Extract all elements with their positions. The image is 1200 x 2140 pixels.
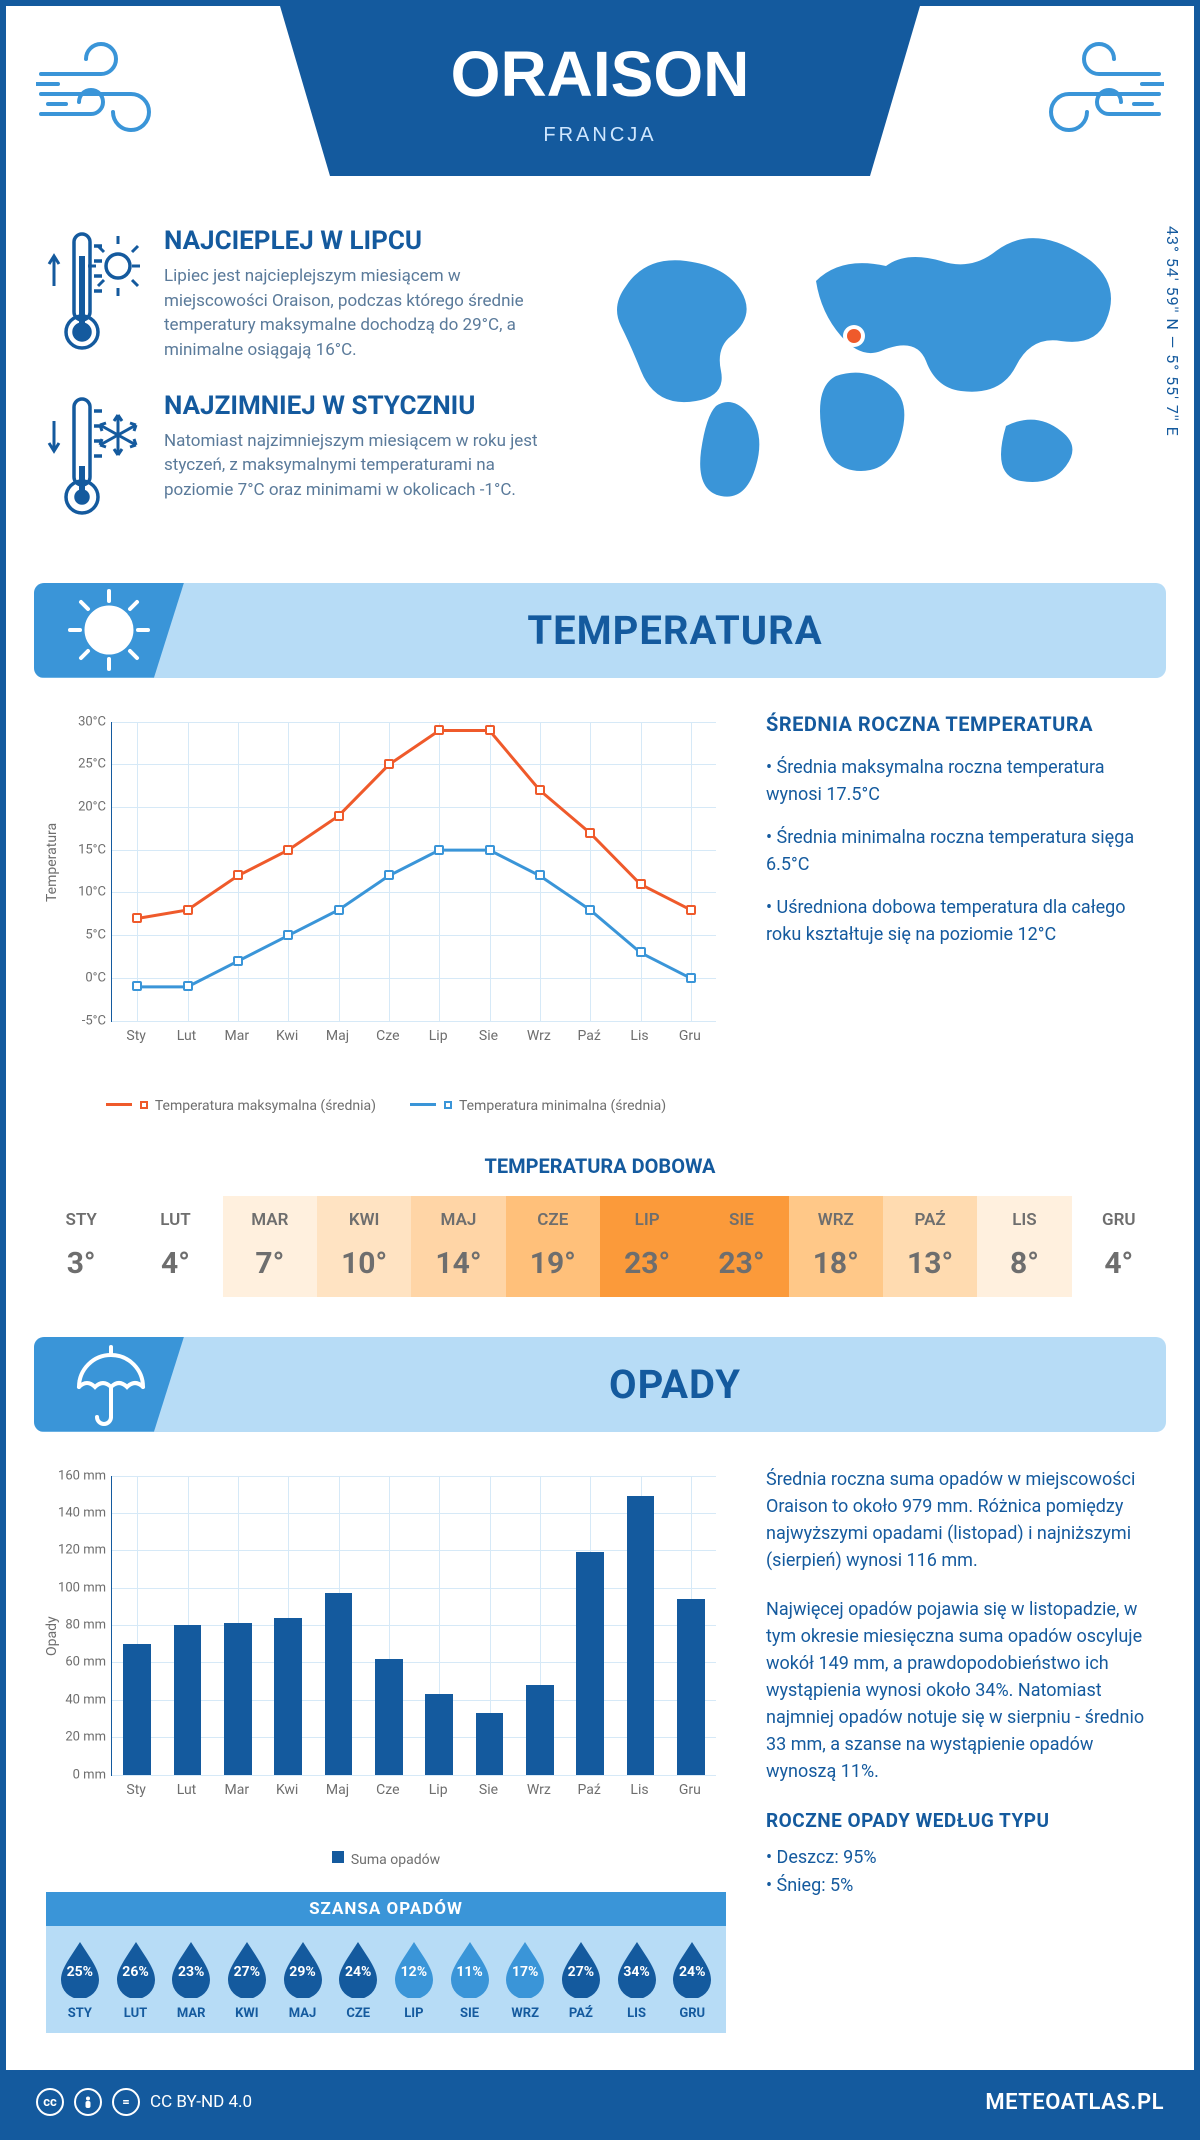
daily-cell: STY3°	[34, 1196, 128, 1297]
precipitation-text: Średnia roczna suma opadów w miejscowośc…	[766, 1466, 1154, 2033]
precip-paragraph: Najwięcej opadów pojawia się w listopadz…	[766, 1596, 1154, 1785]
thermometer-cold-icon	[46, 391, 142, 525]
chance-cell: 24%GRU	[664, 1940, 720, 2021]
summary-hot-text: Lipiec jest najcieplejszym miesiącem w m…	[164, 264, 566, 363]
daily-cell: MAR7°	[223, 1196, 317, 1297]
daily-temp-title: TEMPERATURA DOBOWA	[6, 1154, 1194, 1178]
precip-type-title: ROCZNE OPADY WEDŁUG TYPU	[766, 1809, 1154, 1832]
wind-icon	[36, 34, 186, 148]
temperature-legend: Temperatura maksymalna (średnia) Tempera…	[46, 1098, 726, 1114]
world-map: 43° 54' 59'' N — 5° 55' 7'' E	[586, 226, 1154, 553]
precip-type-bullet: • Deszcz: 95%	[766, 1844, 1154, 1873]
daily-temp-strip: STY3°LUT4°MAR7°KWI10°MAJ14°CZE19°LIP23°S…	[34, 1196, 1166, 1297]
sideinfo-bullet: • Średnia maksymalna roczna temperatura …	[766, 754, 1154, 808]
nd-icon: =	[112, 2088, 140, 2116]
daily-cell: KWI10°	[317, 1196, 411, 1297]
temperature-line-chart: Temperatura -5°C0°C5°C10°C15°C20°C25°C30…	[46, 712, 726, 1114]
sun-icon	[34, 583, 184, 678]
chance-cell: 27%PAŹ	[553, 1940, 609, 2021]
sideinfo-bullet: • Średnia minimalna roczna temperatura s…	[766, 824, 1154, 878]
bar	[627, 1496, 655, 1774]
section-temperature-title: TEMPERATURA	[184, 607, 1166, 654]
license: cc = CC BY-ND 4.0	[36, 2088, 252, 2116]
daily-cell: SIE23°	[694, 1196, 788, 1297]
precipitation-bar-chart: Opady 0 mm20 mm40 mm60 mm80 mm100 mm120 …	[46, 1466, 726, 1846]
section-temperature-banner: TEMPERATURA	[34, 583, 1166, 678]
chance-cell: 24%CZE	[330, 1940, 386, 2021]
bar	[476, 1713, 504, 1775]
y-axis-label: Opady	[44, 1616, 60, 1656]
precipitation-legend: Suma opadów	[46, 1852, 726, 1868]
umbrella-icon	[34, 1337, 184, 1432]
bar	[526, 1685, 554, 1775]
bar	[224, 1623, 252, 1774]
chance-title: SZANSA OPADÓW	[46, 1892, 726, 1926]
coordinates: 43° 54' 59'' N — 5° 55' 7'' E	[1163, 226, 1182, 437]
bar	[425, 1694, 453, 1774]
by-icon	[74, 2088, 102, 2116]
title-banner: ORAISON FRANCJA	[250, 6, 950, 186]
license-text: CC BY-ND 4.0	[150, 2092, 252, 2112]
chance-cell: 11%SIE	[442, 1940, 498, 2021]
summary-hot-title: NAJCIEPLEJ W LIPCU	[164, 226, 566, 256]
thermometer-hot-icon	[46, 226, 142, 363]
daily-cell: LIS8°	[977, 1196, 1071, 1297]
sideinfo-bullet: • Uśredniona dobowa temperatura dla całe…	[766, 894, 1154, 948]
daily-cell: LIP23°	[600, 1196, 694, 1297]
chance-cell: 23%MAR	[163, 1940, 219, 2021]
daily-cell: CZE19°	[506, 1196, 600, 1297]
city-name: ORAISON	[451, 38, 750, 110]
section-precip-title: OPADY	[184, 1361, 1166, 1408]
summary-cold-title: NAJZIMNIEJ W STYCZNIU	[164, 391, 566, 421]
bar	[174, 1625, 202, 1775]
bar	[677, 1599, 705, 1775]
daily-cell: GRU4°	[1072, 1196, 1166, 1297]
bar	[123, 1644, 151, 1775]
bar	[325, 1593, 353, 1774]
chance-cell: 29%MAJ	[275, 1940, 331, 2021]
chance-cell: 25%STY	[52, 1940, 108, 2021]
precip-chance-panel: SZANSA OPADÓW 25%STY26%LUT23%MAR27%KWI29…	[46, 1892, 726, 2033]
section-precip-banner: OPADY	[34, 1337, 1166, 1432]
footer: cc = CC BY-ND 4.0 METEOATLAS.PL	[6, 2070, 1194, 2134]
daily-cell: WRZ18°	[789, 1196, 883, 1297]
precip-paragraph: Średnia roczna suma opadów w miejscowośc…	[766, 1466, 1154, 1574]
daily-cell: MAJ14°	[411, 1196, 505, 1297]
site-name: METEOATLAS.PL	[985, 2090, 1164, 2115]
chance-cell: 34%LIS	[609, 1940, 665, 2021]
bar	[576, 1552, 604, 1774]
chance-cell: 27%KWI	[219, 1940, 275, 2021]
summary-cold: NAJZIMNIEJ W STYCZNIU Natomiast najzimni…	[46, 391, 566, 525]
chance-cell: 12%LIP	[386, 1940, 442, 2021]
sideinfo-title: ŚREDNIA ROCZNA TEMPERATURA	[766, 712, 1154, 736]
bar	[375, 1659, 403, 1775]
header: ORAISON FRANCJA	[6, 6, 1194, 206]
summary-hot: NAJCIEPLEJ W LIPCU Lipiec jest najcieple…	[46, 226, 566, 363]
temperature-sideinfo: ŚREDNIA ROCZNA TEMPERATURA • Średnia mak…	[766, 712, 1154, 1114]
daily-cell: PAŹ13°	[883, 1196, 977, 1297]
country-name: FRANCJA	[543, 124, 656, 146]
bar	[274, 1618, 302, 1775]
daily-cell: LUT4°	[128, 1196, 222, 1297]
summary-cold-text: Natomiast najzimniejszym miesiącem w rok…	[164, 429, 566, 503]
precip-type-bullet: • Śnieg: 5%	[766, 1872, 1154, 1901]
wind-icon	[1014, 34, 1164, 148]
chance-cell: 17%WRZ	[497, 1940, 553, 2021]
cc-icon: cc	[36, 2088, 64, 2116]
chance-cell: 26%LUT	[108, 1940, 164, 2021]
y-axis-label: Temperatura	[44, 822, 60, 901]
